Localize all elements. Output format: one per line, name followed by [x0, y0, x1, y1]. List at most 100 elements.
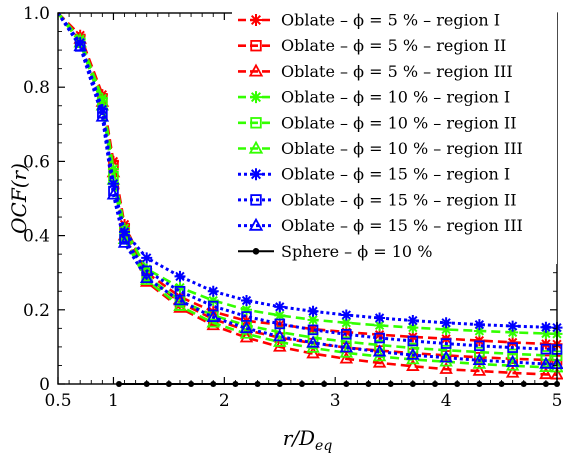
legend-marker	[250, 117, 262, 129]
legend-label: Sphere – ϕ = 10 %	[281, 242, 432, 261]
data-point	[141, 252, 153, 264]
data-point	[473, 319, 485, 331]
series-line	[58, 12, 558, 366]
legend-label: Oblate – ϕ = 5 % – region III	[281, 62, 513, 81]
legend-item: Oblate – ϕ = 15 % – region I	[238, 165, 510, 184]
legend-marker	[248, 63, 264, 77]
data-point	[117, 235, 132, 248]
data-point	[439, 361, 453, 374]
x-tick-label: 0.5	[44, 391, 71, 411]
legend-background	[232, 6, 557, 264]
data-point	[73, 39, 87, 52]
data-point	[141, 265, 153, 277]
data-point	[119, 226, 131, 238]
x-tick-label: 1	[108, 391, 119, 411]
data-point	[374, 312, 386, 324]
data-point	[372, 344, 387, 357]
legend-label: Oblate – ϕ = 10 % – region III	[281, 139, 523, 158]
legend-label: Oblate – ϕ = 15 % – region II	[281, 190, 517, 209]
data-point	[540, 328, 552, 340]
data-point	[374, 332, 385, 344]
data-point	[439, 350, 453, 363]
y-tick-label: 1.0	[23, 4, 50, 24]
legend-item: Oblate – ϕ = 5 % – region III	[238, 62, 513, 81]
data-point	[540, 343, 552, 355]
data-point	[540, 321, 552, 333]
data-point	[273, 329, 287, 342]
series-8	[58, 12, 563, 355]
legend-marker	[248, 140, 264, 154]
data-point	[507, 326, 519, 338]
data-point	[95, 109, 110, 122]
data-point	[139, 272, 154, 285]
data-point	[407, 335, 419, 347]
data-point	[239, 321, 254, 334]
data-point	[207, 295, 219, 307]
data-point	[374, 329, 386, 341]
data-point	[207, 285, 219, 297]
data-point	[307, 323, 319, 335]
data-point	[339, 351, 354, 364]
legend-marker	[248, 217, 264, 231]
legend-marker	[250, 194, 262, 206]
data-point	[340, 326, 352, 338]
data-point	[539, 356, 553, 369]
data-point	[539, 359, 553, 373]
data-point	[472, 356, 487, 369]
data-point	[406, 347, 420, 360]
data-point	[505, 358, 520, 371]
legend-marker	[250, 14, 262, 26]
data-point	[406, 358, 420, 371]
y-tick-label: 0.6	[23, 152, 50, 172]
legend-item: Oblate – ϕ = 15 % – region III	[238, 216, 523, 235]
y-tick-label: 0.2	[23, 301, 50, 321]
data-point	[241, 311, 252, 322]
legend-label: Oblate – ϕ = 10 % – region I	[281, 88, 510, 107]
legend-marker	[250, 40, 262, 52]
series-line	[58, 12, 558, 351]
data-point	[139, 270, 154, 284]
legend-label: Oblate – ϕ = 5 % – region I	[281, 11, 500, 30]
data-point	[440, 323, 452, 335]
legend-item: Oblate – ϕ = 15 % – region II	[238, 190, 517, 209]
data-point	[274, 301, 286, 313]
data-point	[340, 317, 352, 329]
data-point	[241, 304, 253, 316]
legend-item: Oblate – ϕ = 5 % – region I	[238, 11, 500, 30]
data-point	[473, 325, 485, 337]
data-point	[507, 342, 518, 353]
data-point	[341, 328, 352, 340]
x-tick-label: 3	[330, 391, 341, 411]
data-point	[106, 187, 121, 200]
data-point	[474, 340, 485, 352]
data-point	[239, 330, 254, 343]
series-9	[58, 12, 563, 370]
data-point	[407, 322, 419, 334]
data-point	[505, 354, 520, 367]
data-point	[440, 317, 452, 329]
x-tick-label: 4	[441, 391, 452, 411]
data-point	[274, 318, 286, 330]
data-point	[241, 295, 253, 307]
y-axis-title: OCF(r)	[7, 163, 31, 234]
data-point	[307, 305, 319, 317]
data-point	[174, 270, 186, 282]
data-point	[340, 309, 352, 321]
legend-item: Oblate – ϕ = 10 % – region II	[238, 113, 517, 132]
data-point	[440, 338, 452, 349]
data-point	[173, 293, 187, 306]
y-tick-label: 0.8	[23, 78, 50, 98]
legend-marker	[250, 168, 262, 181]
legend-item: Oblate – ϕ = 5 % – region II	[238, 36, 506, 55]
legend-item: Oblate – ϕ = 10 % – region III	[238, 139, 523, 158]
data-point	[306, 335, 320, 348]
x-axis-title: r/Deq	[283, 426, 333, 454]
y-tick-label: 0.4	[23, 227, 50, 247]
x-tick-label: 5	[552, 391, 563, 411]
legend-label: Oblate – ϕ = 15 % – region I	[281, 165, 510, 184]
legend: Oblate – ϕ = 5 % – region I Oblate – ϕ = …	[232, 6, 557, 264]
legend-item: Oblate – ϕ = 10 % – region I	[238, 88, 510, 107]
x-tick-label: 2	[219, 391, 230, 411]
data-point	[307, 314, 319, 326]
